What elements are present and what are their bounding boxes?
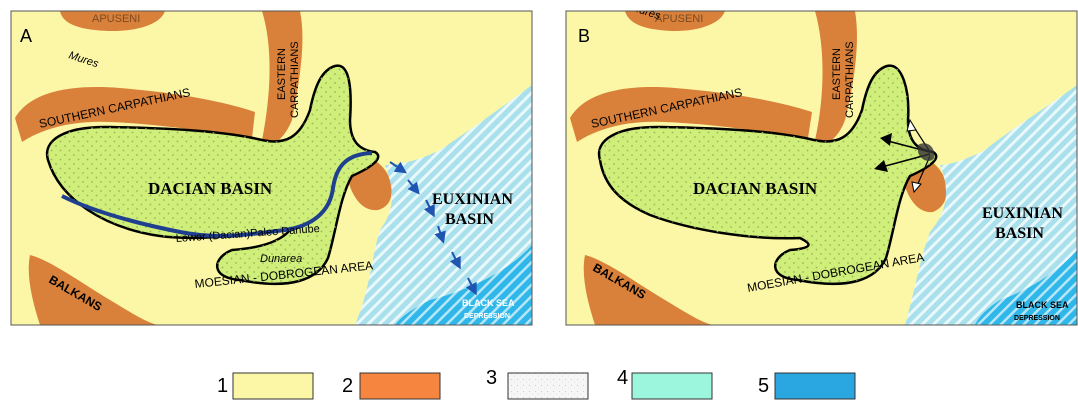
panel-a-carpathians-label: CARPATHIANS: [289, 41, 301, 118]
panel-a-black-sea-depression: [395, 245, 532, 325]
panel-a-black-sea-label: BLACK SEA: [462, 298, 515, 308]
panel-b-euxinian-label: EUXINIAN: [982, 205, 1063, 222]
panel-a-paleo-danube-river: [61, 151, 373, 238]
panel-a-apuseni-label: APUSENI: [92, 13, 140, 25]
panel-a-eastern-carpathians-mountains: [262, 11, 303, 144]
panel-b-flow-arrowhead: [911, 181, 922, 194]
panel-a-flow-arrow: [423, 199, 435, 218]
panel-b-euxinian-basin: [905, 85, 1077, 325]
panel-b-mures-label: Mures: [629, 1, 662, 22]
legend-swatch-3: [507, 372, 589, 400]
panel-a-dunarea-label: Dunarea: [260, 253, 302, 265]
panel-a-southern-carpathians-mountains: [15, 87, 255, 142]
panel-b-basin-label: BASIN: [995, 225, 1044, 242]
panel-a-dacian-basin-label: DACIAN BASIN: [148, 179, 273, 198]
panel-a-flow-arrow: [389, 161, 407, 174]
panel-b-apuseni-label: APUSENI: [655, 13, 703, 25]
panel-b-black-sea-depression: [975, 250, 1077, 325]
legend-label-1: 1: [217, 375, 228, 397]
panel-a-flow-arrow: [407, 179, 420, 195]
legend-label-4: 4: [617, 367, 628, 389]
panel-a-letter: A: [20, 26, 32, 46]
panel-a-eastern-label: EASTERN: [276, 48, 288, 100]
panel-b-frame: [565, 10, 1078, 326]
panel-b-eastern-carpathians-mountains: [815, 11, 857, 144]
panel-a-flow-arrow: [449, 251, 461, 270]
legend-label-5: 5: [758, 375, 769, 397]
legend: 1 2 3 4 5: [217, 367, 856, 400]
panel-b-flow-arrowhead: [874, 160, 888, 172]
panel-b-eastern-label: EASTERN: [831, 48, 843, 100]
panel-a-depression-label: DEPRESSION: [464, 313, 510, 320]
panel-a-euxinian-basin: [355, 85, 532, 325]
panel-b-depression-label: DEPRESSION: [1014, 315, 1060, 322]
panel-a-balkans-mountains: [28, 255, 160, 325]
legend-swatch-4: [631, 372, 713, 400]
panel-a-frame: [10, 10, 533, 326]
panel-b-flow-arrowhead: [880, 133, 892, 146]
panel-a-apuseni-mountains: [60, 11, 165, 32]
panel-b-dacian-basin-label: DACIAN BASIN: [693, 179, 818, 198]
panel-a-flow-arrow: [434, 225, 446, 244]
legend-swatch-1: [232, 372, 314, 400]
panel-b-balkans-mountains: [583, 255, 715, 325]
panel-b-southern-carpathians-mountains: [570, 87, 812, 142]
legend-swatch-2: [359, 372, 441, 400]
panel-a-basin-label: BASIN: [445, 211, 494, 228]
panel-b-carpathians-label: CARPATHIANS: [844, 41, 856, 118]
panel-a-euxinian-label: EUXINIAN: [432, 191, 513, 208]
panel-b-apuseni-mountains: [625, 11, 725, 32]
panel-a: APUSENI Mures SOUTHERN CARPATHIANS EASTE…: [11, 11, 532, 325]
panel-b-outlet-mark: [918, 143, 935, 161]
legend-label-3: 3: [486, 367, 497, 389]
panel-b-flow-arrow: [915, 155, 931, 189]
legend-swatch-5: [774, 372, 856, 400]
panel-b-dacian-basin-dots: [599, 65, 937, 284]
legend-label-2: 2: [342, 375, 353, 397]
panel-b-letter: B: [578, 26, 590, 46]
panel-b-black-sea-label: BLACK SEA: [1016, 300, 1069, 310]
panel-b-flow-arrowhead: [906, 118, 917, 132]
panel-a-flow-arrow: [465, 277, 477, 296]
panel-b: APUSENI Mures SOUTHERN CARPATHIANS EASTE…: [566, 1, 1077, 325]
